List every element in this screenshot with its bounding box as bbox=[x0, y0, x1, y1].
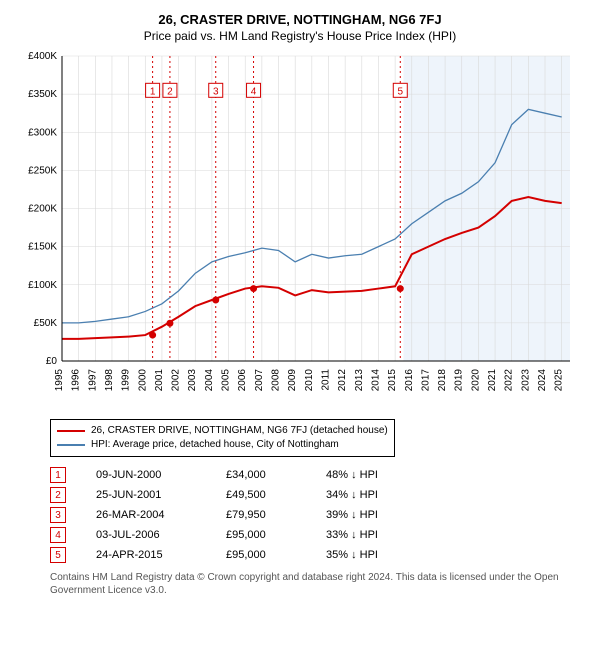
svg-text:£200K: £200K bbox=[28, 204, 57, 215]
svg-text:1999: 1999 bbox=[121, 369, 132, 392]
svg-text:2000: 2000 bbox=[137, 369, 148, 392]
transaction-price: £95,000 bbox=[226, 549, 296, 561]
legend-label-price: 26, CRASTER DRIVE, NOTTINGHAM, NG6 7FJ (… bbox=[91, 424, 388, 438]
svg-text:2020: 2020 bbox=[470, 369, 481, 392]
svg-text:5: 5 bbox=[397, 86, 403, 97]
legend-swatch-price bbox=[57, 430, 85, 432]
svg-text:3: 3 bbox=[213, 86, 219, 97]
chart-subtitle: Price paid vs. HM Land Registry's House … bbox=[10, 29, 590, 43]
transaction-date: 03-JUL-2006 bbox=[96, 529, 196, 541]
transaction-marker: 4 bbox=[50, 527, 66, 543]
transaction-date: 26-MAR-2004 bbox=[96, 509, 196, 521]
svg-text:1998: 1998 bbox=[104, 369, 115, 392]
transaction-delta: 35% ↓ HPI bbox=[326, 549, 378, 561]
legend-swatch-hpi bbox=[57, 444, 85, 446]
svg-text:2008: 2008 bbox=[271, 369, 282, 392]
transaction-marker: 1 bbox=[50, 467, 66, 483]
svg-text:£50K: £50K bbox=[34, 318, 58, 329]
transactions-table: 1 09-JUN-2000 £34,000 48% ↓ HPI 2 25-JUN-2001… bbox=[50, 467, 590, 563]
svg-text:2018: 2018 bbox=[437, 369, 448, 392]
svg-text:2024: 2024 bbox=[537, 369, 548, 392]
svg-text:2015: 2015 bbox=[387, 369, 398, 392]
transaction-price: £79,950 bbox=[226, 509, 296, 521]
svg-text:2005: 2005 bbox=[221, 369, 232, 392]
svg-text:2009: 2009 bbox=[287, 369, 298, 392]
transaction-row: 4 03-JUL-2006 £95,000 33% ↓ HPI bbox=[50, 527, 590, 543]
transaction-price: £95,000 bbox=[226, 529, 296, 541]
svg-text:£100K: £100K bbox=[28, 280, 57, 291]
svg-text:2017: 2017 bbox=[420, 369, 431, 392]
svg-text:1997: 1997 bbox=[87, 369, 98, 392]
svg-text:2019: 2019 bbox=[454, 369, 465, 392]
transaction-row: 3 26-MAR-2004 £79,950 39% ↓ HPI bbox=[50, 507, 590, 523]
svg-text:2010: 2010 bbox=[304, 369, 315, 392]
transaction-delta: 39% ↓ HPI bbox=[326, 509, 378, 521]
svg-text:4: 4 bbox=[251, 86, 257, 97]
transaction-delta: 48% ↓ HPI bbox=[326, 469, 378, 481]
transaction-row: 1 09-JUN-2000 £34,000 48% ↓ HPI bbox=[50, 467, 590, 483]
svg-text:2021: 2021 bbox=[487, 369, 498, 392]
transaction-date: 09-JUN-2000 bbox=[96, 469, 196, 481]
svg-text:1996: 1996 bbox=[71, 369, 82, 392]
svg-text:2014: 2014 bbox=[370, 369, 381, 392]
svg-text:1: 1 bbox=[150, 86, 156, 97]
transaction-row: 2 25-JUN-2001 £49,500 34% ↓ HPI bbox=[50, 487, 590, 503]
svg-text:2013: 2013 bbox=[354, 369, 365, 392]
svg-text:2003: 2003 bbox=[187, 369, 198, 392]
transaction-marker: 2 bbox=[50, 487, 66, 503]
transaction-date: 25-JUN-2001 bbox=[96, 489, 196, 501]
svg-text:£300K: £300K bbox=[28, 127, 57, 138]
transaction-marker: 3 bbox=[50, 507, 66, 523]
svg-text:2004: 2004 bbox=[204, 369, 215, 392]
legend-label-hpi: HPI: Average price, detached house, City… bbox=[91, 438, 339, 452]
transaction-row: 5 24-APR-2015 £95,000 35% ↓ HPI bbox=[50, 547, 590, 563]
svg-text:2011: 2011 bbox=[320, 369, 331, 391]
price-chart: £0 £50K £100K £150K £200K £250K £300K £350K £400… bbox=[20, 51, 580, 411]
transaction-price: £49,500 bbox=[226, 489, 296, 501]
transaction-date: 24-APR-2015 bbox=[96, 549, 196, 561]
svg-text:2012: 2012 bbox=[337, 369, 348, 392]
svg-text:2002: 2002 bbox=[171, 369, 182, 392]
transaction-delta: 33% ↓ HPI bbox=[326, 529, 378, 541]
svg-text:2023: 2023 bbox=[520, 369, 531, 392]
svg-text:1995: 1995 bbox=[54, 369, 65, 392]
svg-text:2006: 2006 bbox=[237, 369, 248, 392]
svg-text:2007: 2007 bbox=[254, 369, 265, 392]
chart-title: 26, CRASTER DRIVE, NOTTINGHAM, NG6 7FJ bbox=[10, 12, 590, 27]
svg-text:2: 2 bbox=[167, 86, 173, 97]
svg-text:£250K: £250K bbox=[28, 165, 57, 176]
svg-text:£0: £0 bbox=[46, 356, 58, 367]
svg-text:£350K: £350K bbox=[28, 89, 57, 100]
svg-text:2022: 2022 bbox=[504, 369, 515, 392]
transaction-price: £34,000 bbox=[226, 469, 296, 481]
svg-text:2001: 2001 bbox=[154, 369, 165, 392]
footer-text: Contains HM Land Registry data © Crown c… bbox=[50, 571, 580, 597]
legend: 26, CRASTER DRIVE, NOTTINGHAM, NG6 7FJ (… bbox=[50, 419, 395, 457]
transaction-delta: 34% ↓ HPI bbox=[326, 489, 378, 501]
svg-text:£150K: £150K bbox=[28, 242, 57, 253]
transaction-marker: 5 bbox=[50, 547, 66, 563]
svg-text:£400K: £400K bbox=[28, 51, 57, 62]
svg-text:2016: 2016 bbox=[404, 369, 415, 392]
svg-text:2025: 2025 bbox=[554, 369, 565, 392]
